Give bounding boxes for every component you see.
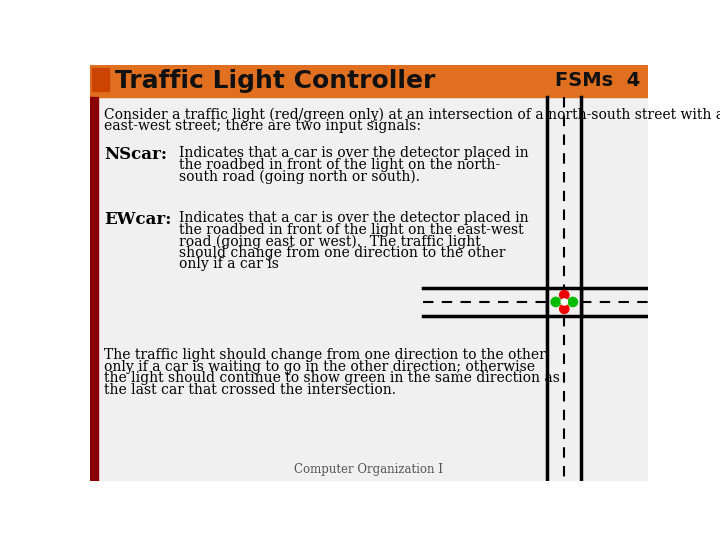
Text: Indicates that a car is over the detector placed in: Indicates that a car is over the detecto… [179, 211, 528, 225]
Bar [90, 97, 98, 481]
Text: east-west street; there are two input signals:: east-west street; there are two input si… [104, 119, 421, 133]
Text: the light should continue to show green in the same direction as: the light should continue to show green … [104, 372, 560, 385]
Text: only if a car is waiting to go in the other direction; otherwise: only if a car is waiting to go in the ot… [104, 360, 535, 374]
Circle shape [551, 298, 560, 307]
Text: the last car that crossed the intersection.: the last car that crossed the intersecti… [104, 383, 396, 397]
Text: south road (going north or south).: south road (going north or south). [179, 170, 420, 184]
Text: only if a car is: only if a car is [179, 257, 279, 271]
Bar [91, 68, 109, 91]
Text: the roadbed in front of the light on the north-: the roadbed in front of the light on the… [179, 158, 500, 172]
Text: The traffic light should change from one direction to the other: The traffic light should change from one… [104, 348, 546, 362]
Circle shape [559, 304, 569, 314]
Text: road (going east or west).  The traffic light: road (going east or west). The traffic l… [179, 234, 481, 248]
Text: should change from one direction to the other: should change from one direction to the … [179, 246, 505, 260]
Circle shape [568, 298, 577, 307]
Text: the roadbed in front of the light on the east-west: the roadbed in front of the light on the… [179, 222, 523, 237]
Text: FSMs  4: FSMs 4 [555, 71, 640, 91]
Text: EWcar:: EWcar: [104, 211, 171, 228]
Circle shape [561, 299, 567, 305]
Text: Computer Organization I: Computer Organization I [294, 463, 444, 476]
Text: Traffic Light Controller: Traffic Light Controller [114, 69, 435, 93]
Bar [547, 288, 581, 316]
Bar [547, 288, 581, 316]
Text: Consider a traffic light (red/green only) at an intersection of a north-south st: Consider a traffic light (red/green only… [104, 108, 720, 123]
Circle shape [559, 291, 569, 300]
Text: Indicates that a car is over the detector placed in: Indicates that a car is over the detecto… [179, 146, 528, 160]
Bar [90, 65, 648, 97]
Text: NScar:: NScar: [104, 146, 167, 164]
